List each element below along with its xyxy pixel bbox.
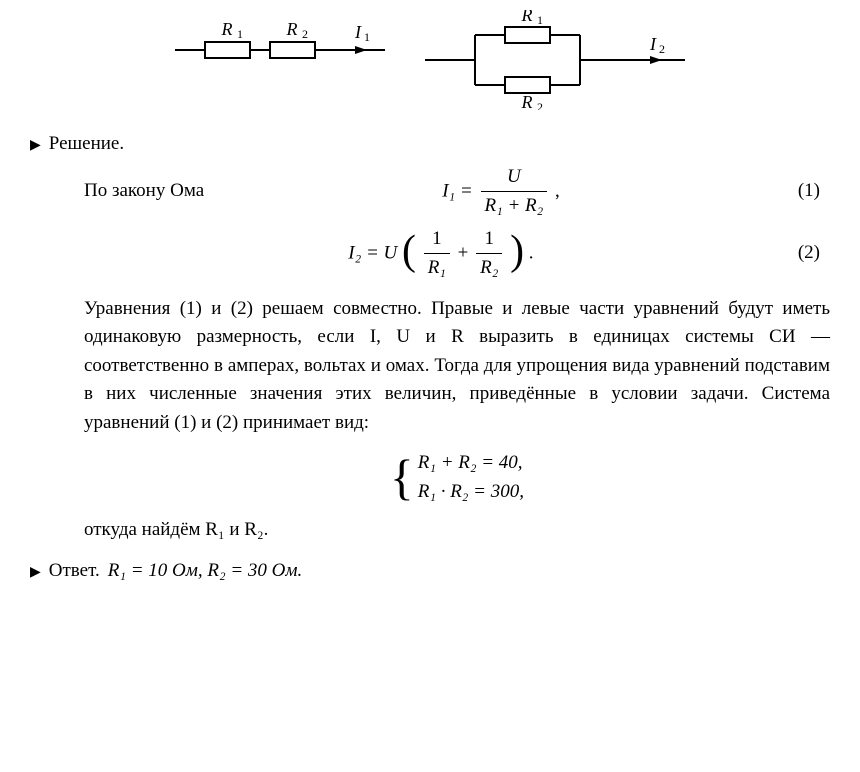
whence-text: откуда найдём R₁ и R₂. (30, 516, 830, 545)
eq1-body: I₁ = U R₁ + R₂ , (204, 163, 798, 221)
circuit-diagrams: R 1 R 2 I 1 R 1 R 2 I 2 (30, 10, 830, 110)
answer-section: ▶ Ответ. R₁ = 10 Ом, R₂ = 30 Ом. (30, 557, 830, 586)
svg-text:R: R (521, 92, 533, 110)
equation-1: По закону Ома I₁ = U R₁ + R₂ , (1) (30, 163, 830, 221)
svg-text:R: R (286, 19, 298, 39)
svg-text:I: I (649, 34, 657, 54)
equation-2: I₂ = U ( 1 R₁ + 1 R₂ ) . (2) (30, 225, 830, 283)
eq2-number: (2) (798, 239, 830, 268)
svg-text:2: 2 (659, 42, 665, 56)
svg-text:1: 1 (364, 30, 370, 44)
solution-label: Решение. (49, 130, 124, 159)
ohm-prefix: По закону Ома (30, 177, 204, 206)
svg-text:1: 1 (537, 13, 543, 27)
equation-system: { R₁ + R₂ = 40, R₁ · R₂ = 300, (30, 449, 830, 506)
answer-label: Ответ. (49, 557, 100, 586)
answer-text: R₁ = 10 Ом, R₂ = 30 Ом. (108, 557, 303, 586)
solution-paragraph: Уравнения (1) и (2) решаем совместно. Пр… (30, 295, 830, 438)
solution-header: ▶ Решение. (30, 130, 830, 159)
system-line-2: R₁ · R₂ = 300, (418, 481, 524, 502)
eq2-body: I₂ = U ( 1 R₁ + 1 R₂ ) . (84, 225, 798, 283)
triangle-marker: ▶ (30, 562, 41, 583)
svg-text:R: R (221, 19, 233, 39)
svg-text:2: 2 (302, 27, 308, 41)
parallel-circuit: R 1 R 2 I 2 (425, 10, 685, 110)
svg-text:I: I (354, 22, 362, 42)
svg-text:R: R (521, 10, 533, 25)
svg-text:2: 2 (537, 100, 543, 110)
system-line-1: R₁ + R₂ = 40, (418, 452, 523, 473)
brace-icon: { (390, 453, 414, 502)
series-circuit: R 1 R 2 I 1 (175, 10, 385, 70)
eq1-number: (1) (798, 177, 830, 206)
svg-text:1: 1 (237, 27, 243, 41)
triangle-marker: ▶ (30, 135, 41, 156)
